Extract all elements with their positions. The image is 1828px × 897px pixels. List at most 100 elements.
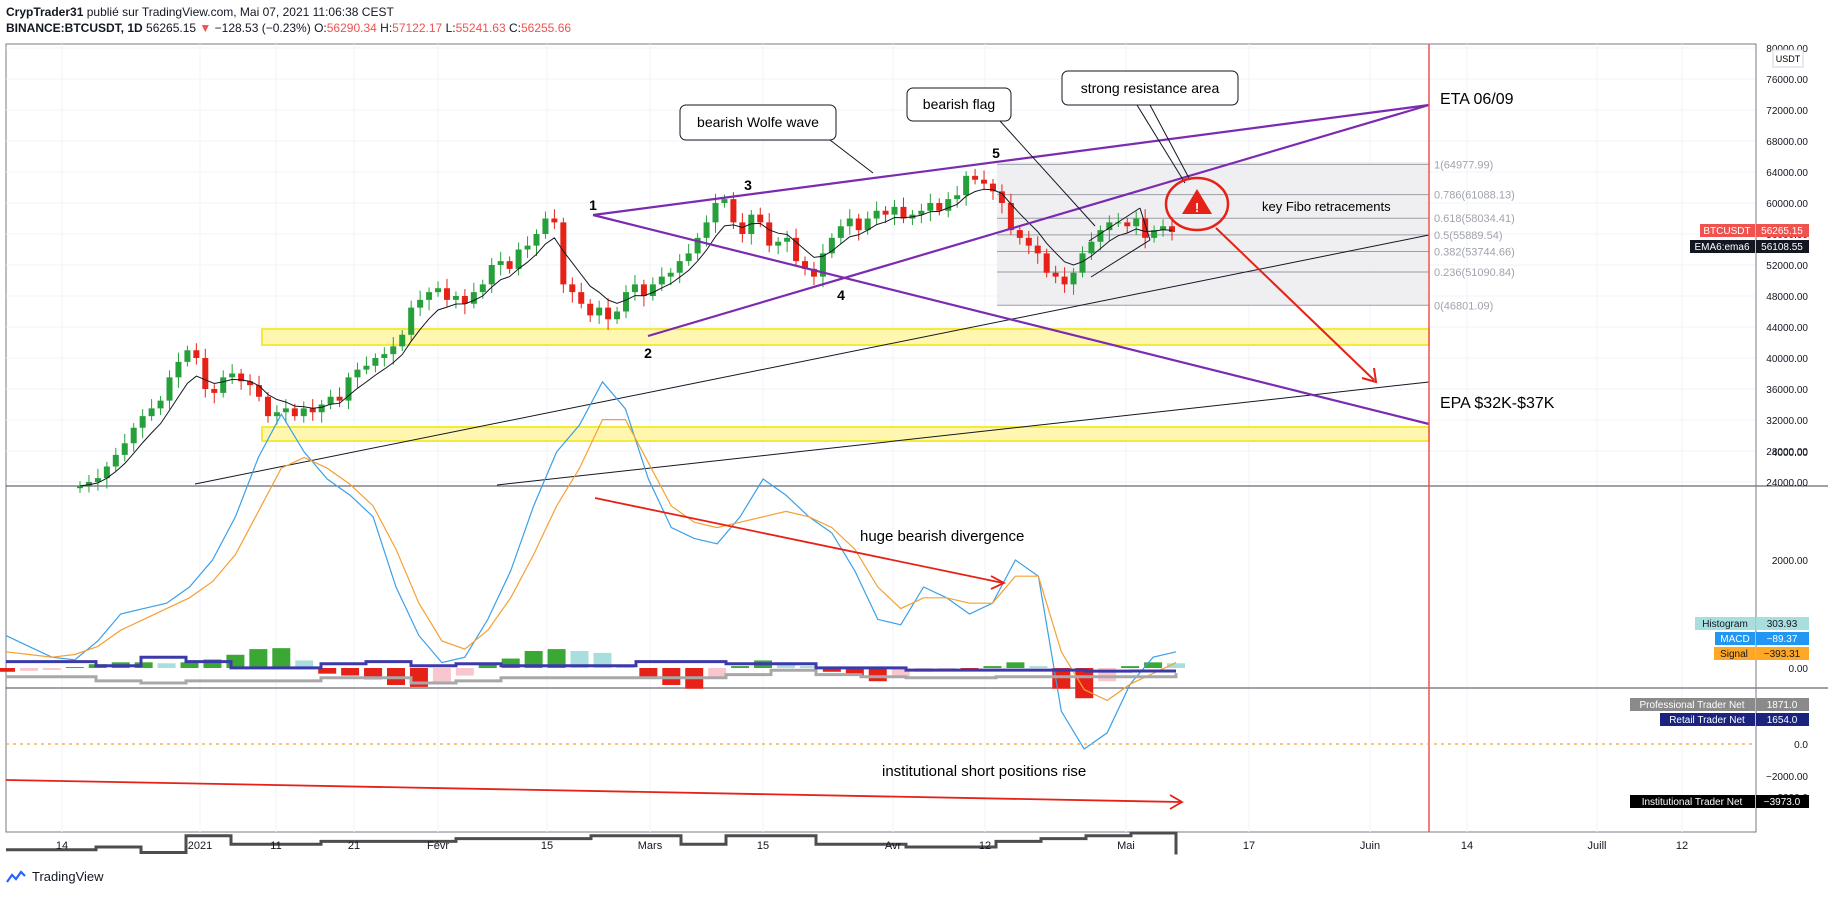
svg-text:MACD: MACD bbox=[1720, 634, 1749, 645]
time-axis[interactable]: 14 2021 11 21 Févr 15 Mars 15 Avr 12 Mai 17 Juin 14 Ju… bbox=[56, 840, 1688, 852]
macd-tick-1: 2000.00 bbox=[1772, 556, 1809, 567]
macd-hist-bar bbox=[478, 664, 497, 668]
candle bbox=[542, 211, 549, 239]
price-tick-11: 36000.00 bbox=[1766, 385, 1808, 396]
time-tick-3: 21 bbox=[348, 840, 360, 852]
trendline-lower-2[interactable] bbox=[496, 381, 1430, 486]
fibo-retracement[interactable]: 1(64977.99) 0.786(61088.13) 0.618(58034.41… bbox=[997, 159, 1515, 312]
macd-hist-bar bbox=[891, 668, 910, 678]
macd-hist-bar bbox=[799, 666, 818, 668]
candle bbox=[426, 287, 433, 311]
macd-hist-bar bbox=[524, 650, 543, 668]
callout-wolfe[interactable]: bearish Wolfe wave bbox=[679, 104, 874, 174]
macd-hist-bar bbox=[65, 667, 84, 669]
macd-hist-bar bbox=[318, 668, 337, 674]
candle bbox=[631, 275, 638, 301]
wave-point-1: 1 bbox=[589, 197, 597, 213]
candle bbox=[77, 481, 83, 493]
symbol-label[interactable]: BINANCE:BTCUSDT, 1D bbox=[6, 21, 143, 35]
candle bbox=[998, 184, 1005, 214]
institutional-arrow[interactable] bbox=[5, 779, 1184, 810]
time-tick-1: 2021 bbox=[188, 840, 212, 852]
price-tick-1: 76000.00 bbox=[1766, 75, 1808, 86]
candle bbox=[819, 244, 826, 288]
support-zone-lower[interactable] bbox=[261, 426, 1430, 442]
currency-label: USDT bbox=[1776, 54, 1801, 64]
candle bbox=[793, 228, 800, 266]
callout-flag-text: bearish flag bbox=[923, 96, 995, 112]
ema6-line bbox=[79, 188, 1173, 487]
candle bbox=[399, 330, 406, 352]
divergence-arrow[interactable] bbox=[594, 497, 1007, 590]
currency-box[interactable] bbox=[1772, 49, 1804, 68]
candle bbox=[864, 211, 871, 235]
candle bbox=[1052, 265, 1059, 284]
macd-hist-bar bbox=[432, 668, 451, 684]
time-tick-8: Avr bbox=[885, 840, 902, 852]
svg-text:1871.0: 1871.0 bbox=[1767, 700, 1798, 711]
macd-axis[interactable]: 4000.00 2000.00 0.00 −2000.00 bbox=[1766, 448, 1808, 783]
price-tick-9: 44000.00 bbox=[1766, 323, 1808, 334]
candle bbox=[891, 199, 898, 226]
fibo-level-label-3: 0.5(55889.54) bbox=[1434, 230, 1503, 242]
candle bbox=[918, 203, 925, 224]
candle bbox=[802, 256, 809, 276]
macd-hist-bar bbox=[639, 668, 658, 678]
candle bbox=[1034, 236, 1041, 264]
candle bbox=[873, 201, 880, 226]
macd-hist-bar bbox=[203, 659, 222, 668]
candle bbox=[184, 345, 191, 367]
callout-flag[interactable]: bearish flag bbox=[906, 87, 1096, 227]
wave-point-4: 4 bbox=[837, 287, 845, 303]
wolfe-line-1-4 bbox=[592, 213, 1430, 426]
tradingview-logo-icon[interactable] bbox=[6, 869, 26, 884]
svg-text:−393.31: −393.31 bbox=[1764, 649, 1801, 660]
fibo-level-label-0: 1(64977.99) bbox=[1434, 159, 1493, 171]
price-axis[interactable]: 80000.0076000.0072000.0068000.0064000.00… bbox=[1766, 44, 1808, 489]
low-value: 55241.63 bbox=[455, 21, 506, 35]
bearish-flag-channel[interactable] bbox=[1088, 207, 1151, 278]
callout-resistance[interactable]: strong resistance area bbox=[1061, 70, 1239, 184]
price-tick-3: 68000.00 bbox=[1766, 137, 1808, 148]
time-tick-5: 15 bbox=[541, 840, 553, 852]
svg-text:EMA6:ema6: EMA6:ema6 bbox=[1694, 242, 1749, 253]
high-label: H: bbox=[380, 21, 393, 35]
footer-brand[interactable]: TradingView bbox=[32, 869, 104, 884]
time-tick-10: Mai bbox=[1117, 840, 1135, 852]
time-tick-0: 14 bbox=[56, 840, 68, 852]
fibo-title: key Fibo retracements bbox=[1262, 199, 1391, 214]
svg-text:303.93: 303.93 bbox=[1767, 619, 1798, 630]
svg-text:BTCUSDT: BTCUSDT bbox=[1703, 226, 1750, 237]
publisher-name[interactable]: CrypTrader31 bbox=[6, 5, 84, 19]
macd-hist-bar bbox=[19, 668, 38, 671]
trendline-lower-1[interactable] bbox=[194, 234, 1430, 485]
svg-text:Signal: Signal bbox=[1720, 649, 1748, 660]
published-text: publié sur TradingView.com, Mai 07, 2021… bbox=[86, 5, 394, 19]
macd-hist-bar bbox=[731, 666, 750, 668]
time-tick-4: Févr bbox=[427, 840, 449, 852]
tag-ema: EMA6:ema6 56108.55 bbox=[1690, 240, 1809, 253]
macd-hist-bar bbox=[249, 649, 268, 668]
support-zone-upper[interactable] bbox=[261, 328, 1430, 346]
candle bbox=[578, 282, 585, 309]
wolfe-wave[interactable] bbox=[592, 103, 1430, 426]
low-label: L: bbox=[445, 21, 456, 35]
candle bbox=[157, 395, 164, 415]
macd-hist-bar bbox=[547, 649, 566, 668]
price-tick-7: 52000.00 bbox=[1766, 261, 1808, 272]
fibo-level-label-1: 0.786(61088.13) bbox=[1434, 190, 1515, 202]
epa-label: EPA $32K-$37K bbox=[1440, 395, 1555, 412]
candle bbox=[658, 267, 665, 291]
macd-hist-bar bbox=[0, 668, 15, 672]
candle bbox=[85, 475, 92, 493]
wolfe-line-1-3 bbox=[592, 103, 1430, 217]
candle bbox=[470, 282, 477, 309]
candle bbox=[166, 370, 173, 410]
projection-arrow[interactable] bbox=[1215, 227, 1378, 384]
fibo-box bbox=[997, 162, 1429, 305]
macd-hist-bar bbox=[341, 668, 360, 676]
retail-trader-line bbox=[6, 655, 1176, 673]
svg-text:−89.37: −89.37 bbox=[1767, 634, 1798, 645]
macd-hist-bar bbox=[180, 662, 199, 668]
